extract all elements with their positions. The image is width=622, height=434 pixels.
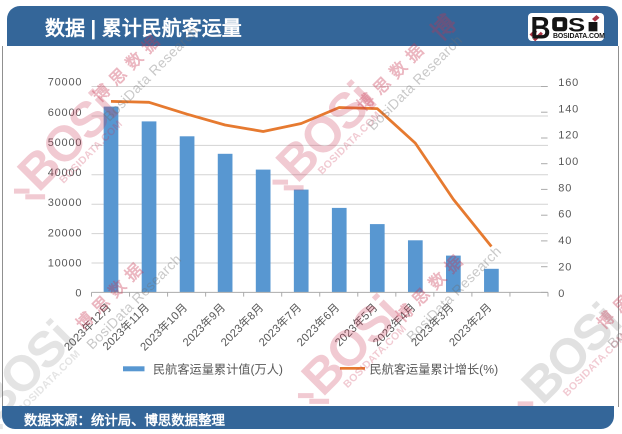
svg-text:20000: 20000 — [48, 227, 83, 239]
svg-text:80: 80 — [558, 182, 572, 194]
svg-text:50000: 50000 — [48, 137, 83, 149]
svg-text:60000: 60000 — [48, 107, 83, 119]
svg-text:70000: 70000 — [48, 77, 83, 89]
svg-text:20: 20 — [558, 261, 572, 273]
svg-text:0: 0 — [558, 288, 565, 300]
svg-text:60: 60 — [558, 209, 572, 221]
svg-text:140: 140 — [558, 103, 579, 115]
svg-text:100: 100 — [558, 156, 579, 168]
svg-text:40: 40 — [558, 235, 572, 247]
svg-text:0: 0 — [75, 288, 82, 300]
svg-text:30000: 30000 — [48, 197, 83, 209]
svg-text:160: 160 — [558, 77, 579, 89]
svg-text:B: B — [530, 11, 550, 46]
svg-text:120: 120 — [558, 130, 579, 142]
svg-text:民航客运量累计值(万人): 民航客运量累计值(万人) — [153, 362, 283, 377]
svg-text:博思数据: 博思数据 — [593, 254, 622, 333]
svg-text:BOSIDATA.COM: BOSIDATA.COM — [553, 33, 605, 40]
svg-text:S: S — [568, 13, 585, 35]
svg-text:民航客运量累计增长(%): 民航客运量累计增长(%) — [370, 362, 499, 377]
svg-text:40000: 40000 — [48, 167, 83, 179]
svg-text:10000: 10000 — [48, 258, 83, 270]
